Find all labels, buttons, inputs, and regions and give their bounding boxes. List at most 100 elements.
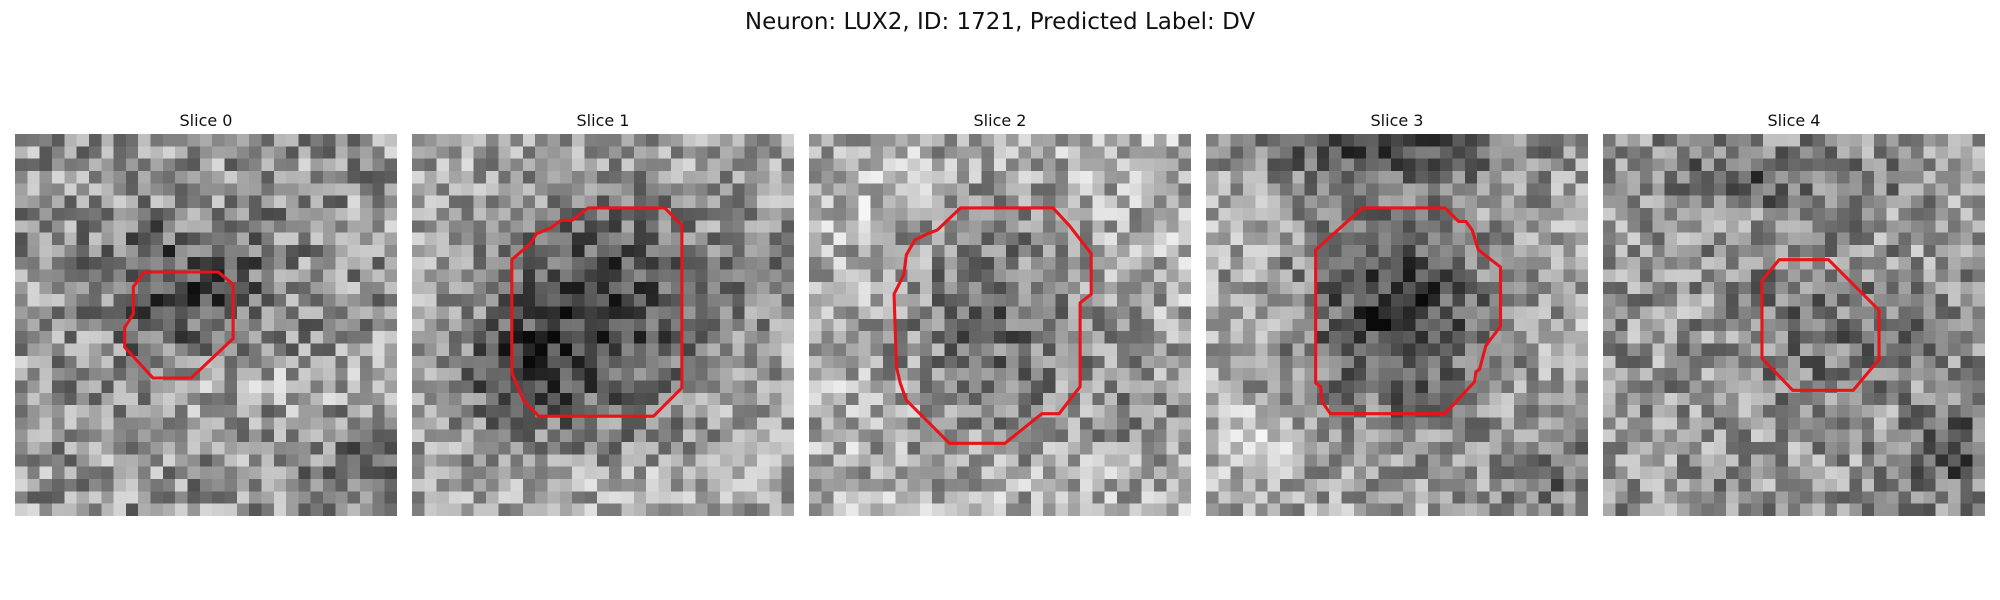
- pixel: [1874, 220, 1887, 233]
- pixel: [76, 244, 90, 258]
- pixel: [261, 281, 275, 295]
- pixel: [101, 343, 114, 357]
- pixel: [1255, 306, 1268, 320]
- pixel: [720, 207, 733, 221]
- slice-panel-2: Slice 2: [809, 108, 1191, 516]
- pixel: [1800, 479, 1813, 492]
- pixel: [633, 257, 647, 270]
- pixel: [1292, 220, 1305, 233]
- pixel: [1898, 232, 1912, 246]
- pixel: [1514, 232, 1527, 246]
- pixel: [273, 232, 287, 246]
- pixel: [683, 294, 696, 307]
- pixel: [1948, 244, 1961, 258]
- pixel: [1452, 368, 1466, 381]
- pixel: [1812, 146, 1826, 159]
- pixel: [1501, 220, 1515, 233]
- pixel: [1726, 244, 1739, 258]
- pixel: [821, 429, 834, 443]
- pixel: [1627, 503, 1641, 516]
- pixel: [559, 355, 573, 369]
- pixel: [1403, 281, 1416, 295]
- pixel: [1304, 491, 1318, 504]
- pixel: [584, 491, 598, 504]
- pixel: [1898, 134, 1912, 147]
- pixel: [249, 220, 262, 233]
- pixel: [658, 331, 672, 344]
- pixel: [1898, 454, 1912, 467]
- pixel: [64, 466, 77, 480]
- pixel: [448, 207, 462, 221]
- pixel: [1551, 318, 1564, 332]
- pixel: [473, 429, 487, 443]
- pixel: [584, 466, 598, 480]
- roi-contour-4: [1760, 258, 1881, 392]
- pixel: [670, 232, 684, 246]
- pixel: [919, 343, 933, 357]
- pixel: [1104, 170, 1118, 184]
- pixel: [1206, 158, 1219, 172]
- pixel: [547, 207, 561, 221]
- pixel: [64, 269, 77, 283]
- pixel: [1615, 503, 1628, 516]
- pixel: [1452, 232, 1466, 246]
- pixel: [1824, 454, 1838, 467]
- pixel: [1292, 281, 1305, 295]
- pixel: [1763, 331, 1776, 344]
- pixel: [199, 195, 213, 209]
- pixel: [956, 220, 970, 233]
- pixel: [956, 503, 970, 516]
- pixel: [448, 392, 462, 406]
- pixel: [670, 405, 684, 418]
- pixel: [1117, 417, 1130, 430]
- pixel: [323, 429, 336, 443]
- pixel: [212, 220, 225, 233]
- pixel: [1403, 306, 1416, 320]
- pixel: [1464, 257, 1478, 270]
- pixel: [461, 232, 474, 246]
- pixel: [1403, 207, 1416, 221]
- pixel: [559, 207, 573, 221]
- pixel: [633, 269, 647, 283]
- pixel: [372, 491, 385, 504]
- pixel: [1812, 442, 1826, 455]
- pixel: [498, 429, 511, 443]
- pixel: [870, 294, 884, 307]
- pixel: [1615, 207, 1628, 221]
- pixel: [1948, 257, 1961, 270]
- pixel: [858, 269, 871, 283]
- pixel: [907, 405, 921, 418]
- pixel: [1563, 491, 1576, 504]
- pixel: [1403, 479, 1416, 492]
- pixel: [76, 442, 90, 455]
- pixel: [510, 281, 524, 295]
- pixel: [498, 442, 511, 455]
- pixel: [572, 195, 585, 209]
- pixel: [436, 442, 450, 455]
- pixel: [1849, 503, 1863, 516]
- pixel: [64, 281, 77, 295]
- pixel: [1701, 503, 1715, 516]
- pixel: [956, 146, 970, 159]
- pixel: [845, 134, 859, 147]
- pixel: [1538, 195, 1552, 209]
- pixel: [895, 491, 908, 504]
- pixel: [1378, 183, 1392, 196]
- pixel: [1117, 503, 1130, 516]
- pixel: [1206, 232, 1219, 246]
- pixel: [1824, 479, 1838, 492]
- pixel: [113, 281, 127, 295]
- pixel: [744, 158, 758, 172]
- pixel: [424, 220, 437, 233]
- pixel: [88, 158, 102, 172]
- pixel: [1563, 306, 1576, 320]
- pixel: [993, 417, 1007, 430]
- pixel: [1563, 417, 1576, 430]
- pixel: [461, 454, 474, 467]
- pixel: [1353, 368, 1367, 381]
- pixel: [1104, 207, 1118, 221]
- pixel: [845, 405, 859, 418]
- pixel: [559, 429, 573, 443]
- pixel: [969, 405, 982, 418]
- pixel: [1055, 368, 1069, 381]
